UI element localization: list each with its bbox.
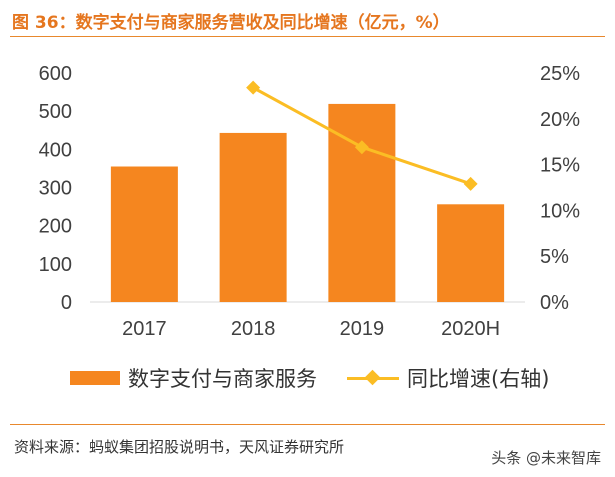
- right-axis-tick-label: 0%: [540, 292, 569, 314]
- left-axis-tick-label: 100: [39, 254, 72, 276]
- x-tick-label: 2017: [122, 318, 167, 340]
- right-axis-tick-label: 15%: [540, 155, 580, 177]
- x-axis-labels: 2017 2018 2019 2020H: [122, 318, 500, 340]
- left-axis-tick-label: 300: [39, 178, 72, 200]
- chart-title: 图 36：数字支付与商家服务营收及同比增速（亿元，%）: [12, 13, 450, 33]
- left-axis-ticks: 0 100 200 300 400 500 600: [39, 63, 72, 314]
- legend: 数字支付与商家服务 同比增速(右轴): [70, 363, 549, 393]
- title-rule: [10, 36, 605, 37]
- left-axis-tick-label: 200: [39, 216, 72, 238]
- bar-2018: [219, 132, 287, 302]
- growth-marker-2019: [354, 140, 369, 155]
- left-axis-tick-label: 500: [39, 101, 72, 123]
- bar-2019: [328, 103, 396, 302]
- line-series: [246, 80, 478, 191]
- right-axis-tick-label: 5%: [540, 246, 569, 268]
- growth-marker-2018: [246, 80, 261, 95]
- legend-bar-label: 数字支付与商家服务: [128, 367, 317, 391]
- x-tick-label: 2020H: [441, 318, 500, 340]
- footer-rule: [10, 424, 605, 425]
- source-note: 资料来源：蚂蚁集团招股说明书，天风证券研究所: [14, 438, 345, 456]
- watermark: 头条 @未来智库: [491, 449, 601, 467]
- x-tick-label: 2018: [231, 318, 276, 340]
- left-axis-tick-label: 0: [61, 292, 72, 314]
- right-axis-ticks: 0% 5% 10% 15% 20% 25%: [540, 63, 580, 314]
- right-axis-tick-label: 20%: [540, 109, 580, 131]
- bar-2020H: [437, 204, 505, 302]
- x-tick-label: 2019: [340, 318, 385, 340]
- right-axis-tick-label: 25%: [540, 63, 580, 85]
- bar-2017: [110, 166, 178, 302]
- legend-bar-swatch: [70, 371, 120, 385]
- legend-line-swatch: [347, 369, 399, 386]
- legend-line-label: 同比增速(右轴): [407, 367, 550, 391]
- right-axis-tick-label: 10%: [540, 200, 580, 222]
- growth-marker-2020H: [463, 176, 478, 191]
- chart: 0 100 200 300 400 500 600 0% 5% 10% 15% 20% 25% 201…: [39, 63, 581, 340]
- bar-series: [110, 103, 505, 302]
- left-axis-tick-label: 600: [39, 63, 72, 85]
- left-axis-tick-label: 400: [39, 139, 72, 161]
